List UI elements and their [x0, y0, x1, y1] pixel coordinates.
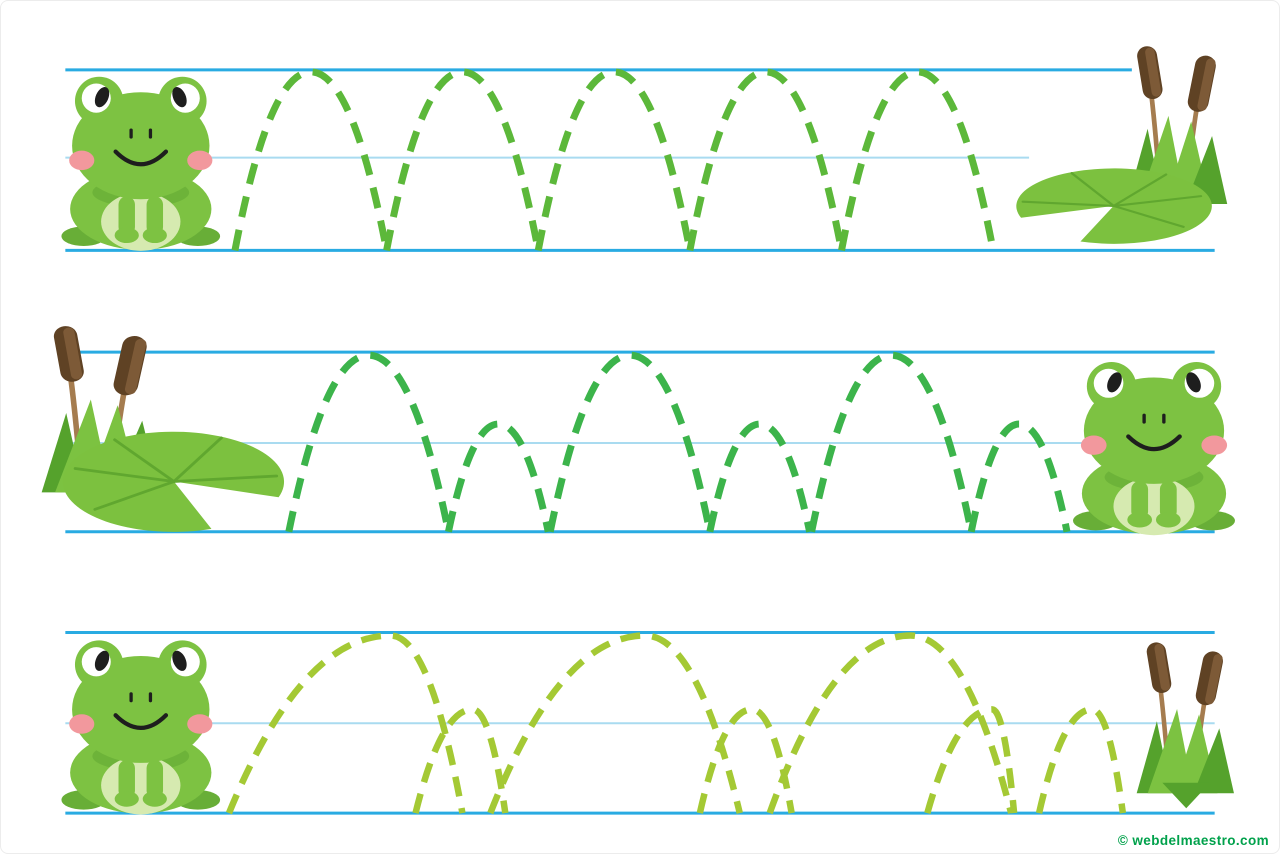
row-2-trace-arc-2[interactable]: [445, 420, 552, 533]
row-3-trace-arc-1[interactable]: [225, 632, 466, 815]
row-3: [61, 631, 1234, 815]
row-3-trace-arc-3[interactable]: [487, 632, 743, 815]
row-2-trace-arc-4[interactable]: [706, 420, 814, 533]
row-3-trace-arc-5[interactable]: [766, 632, 1015, 815]
row-2: [42, 325, 1235, 536]
row-1-trace-arc-2[interactable]: [383, 68, 542, 252]
row-3-frog: [61, 640, 220, 814]
row-1: [61, 45, 1227, 251]
worksheet-rows: [42, 45, 1235, 815]
row-2-frog: [1073, 362, 1235, 535]
row-1-trace-arcs[interactable]: [231, 68, 997, 252]
row-3-trace-arc-7[interactable]: [1035, 706, 1127, 814]
row-2-trace-arc-1[interactable]: [285, 351, 452, 533]
row-3-trace-arc-2[interactable]: [412, 706, 509, 814]
row-1-trace-arc-5[interactable]: [838, 68, 997, 252]
row-3-trace-arcs[interactable]: [225, 632, 1127, 815]
row-1-frog: [61, 77, 220, 251]
row-1-trace-arc-1[interactable]: [231, 68, 391, 252]
watermark-link[interactable]: © webdelmaestro.com: [1117, 833, 1269, 848]
row-2-trace-arc-5[interactable]: [808, 351, 975, 533]
row-1-trace-arc-3[interactable]: [534, 68, 694, 252]
row-1-lilypad: [1014, 167, 1214, 246]
row-2-trace-arc-6[interactable]: [967, 420, 1071, 533]
row-2-trace-arcs[interactable]: [285, 351, 1071, 533]
row-3-cattails: [1137, 641, 1234, 808]
row-1-trace-arc-4[interactable]: [686, 68, 845, 252]
row-2-trace-arc-3[interactable]: [546, 351, 714, 533]
row-2-lilypad: [61, 430, 286, 534]
row-3-trace-arc-6[interactable]: [924, 706, 1018, 814]
